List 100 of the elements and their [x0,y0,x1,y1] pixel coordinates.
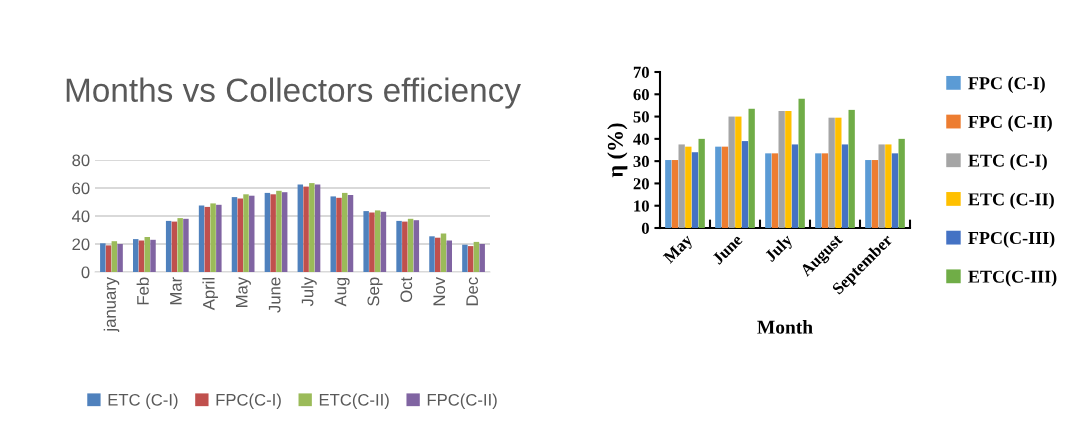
bar [198,205,205,272]
bar [237,198,243,272]
bar [150,239,156,272]
bar [171,221,178,272]
legend-label: ETC(C-II) [319,393,389,410]
legend-label: ETC (C-II) [968,192,1054,210]
y-tick-label: 60 [72,182,90,195]
legend-label: ETC (C-I) [108,393,178,410]
y-tick-label: 40 [633,133,649,145]
bar [798,98,805,228]
x-tick-label: June [268,277,281,313]
bar [841,144,849,228]
bar [402,221,408,272]
bar [678,144,685,228]
y-tick-label: 50 [633,111,649,123]
bar [144,237,150,272]
x-tick-label: Aug [334,277,350,307]
bar [446,240,452,272]
bar [309,183,315,272]
bar [396,220,402,272]
bar [748,108,755,228]
bar [243,194,249,272]
bar [685,146,692,228]
bar [735,116,742,228]
bar [721,146,729,228]
bar [369,212,375,272]
legend-label: FPC (C-I) [968,76,1045,93]
bar [165,220,172,272]
bar [479,244,485,272]
bar [885,144,892,228]
bar [435,237,441,272]
bar [821,153,829,228]
bar [231,197,238,272]
y-tick-label: 40 [71,210,90,223]
bar [330,196,336,272]
bar [898,138,905,228]
legend-label: FPC (C-II) [968,115,1052,132]
x-tick-label: Oct [400,276,413,302]
bar [665,160,672,228]
bar [429,236,435,272]
bar [133,239,139,272]
bar [891,153,899,228]
bar [728,116,735,228]
bar [467,246,474,272]
y-tick-label: 0 [641,222,649,234]
bar [765,153,772,228]
y-tick-label: 60 [633,88,649,101]
x-tick-label: Dec [466,277,479,306]
x-tick-label: June [711,233,744,265]
bar [276,190,282,272]
x-tick-label: Nov [433,276,446,306]
bar [177,218,183,272]
bar [138,240,145,272]
y-axis-title: η (%) [607,123,628,178]
bar [111,241,118,272]
bar [303,186,309,272]
bar [440,233,447,272]
legend-label: FPC(C-I) [216,393,281,410]
bar [342,192,348,272]
x-tick-label: July [301,276,317,307]
y-tick-label: 10 [634,200,649,212]
bar [210,203,216,272]
x-tick-label: May [662,233,696,267]
x-tick-label: May [235,276,251,307]
bar [865,160,872,228]
bar [297,184,304,272]
legend-label: ETC(C-III) [968,270,1057,287]
bar [407,218,414,272]
bar [871,160,879,228]
x-tick-label: July [763,232,796,265]
legend-label: ETC (C-I) [968,153,1047,171]
x-tick-label: january [103,276,120,332]
bar [183,218,189,272]
bar [671,160,679,228]
bar [691,152,699,228]
legend-label: FPC(C-II) [427,393,497,410]
bar [100,243,106,272]
bar [347,195,354,272]
bar [715,146,722,228]
bar [835,117,842,228]
chart-title: Months vs Collectors efficiency [66,77,521,109]
x-tick-label: Sep [367,277,383,306]
bar [698,138,705,228]
bar [791,144,799,228]
bar [878,144,885,228]
x-tick-label: Feb [136,277,149,305]
y-tick-label: 20 [72,238,90,251]
bar [336,197,342,272]
bar [771,153,779,228]
bar [815,153,822,228]
bar [105,245,112,272]
bar [741,141,749,228]
bar [374,210,381,272]
x-tick-label: Mar [170,277,182,305]
x-tick-label: April [202,277,218,311]
y-tick-label: 70 [633,66,649,78]
bar [204,206,211,272]
bar [380,211,387,272]
bar [848,109,855,228]
bar [117,244,123,272]
